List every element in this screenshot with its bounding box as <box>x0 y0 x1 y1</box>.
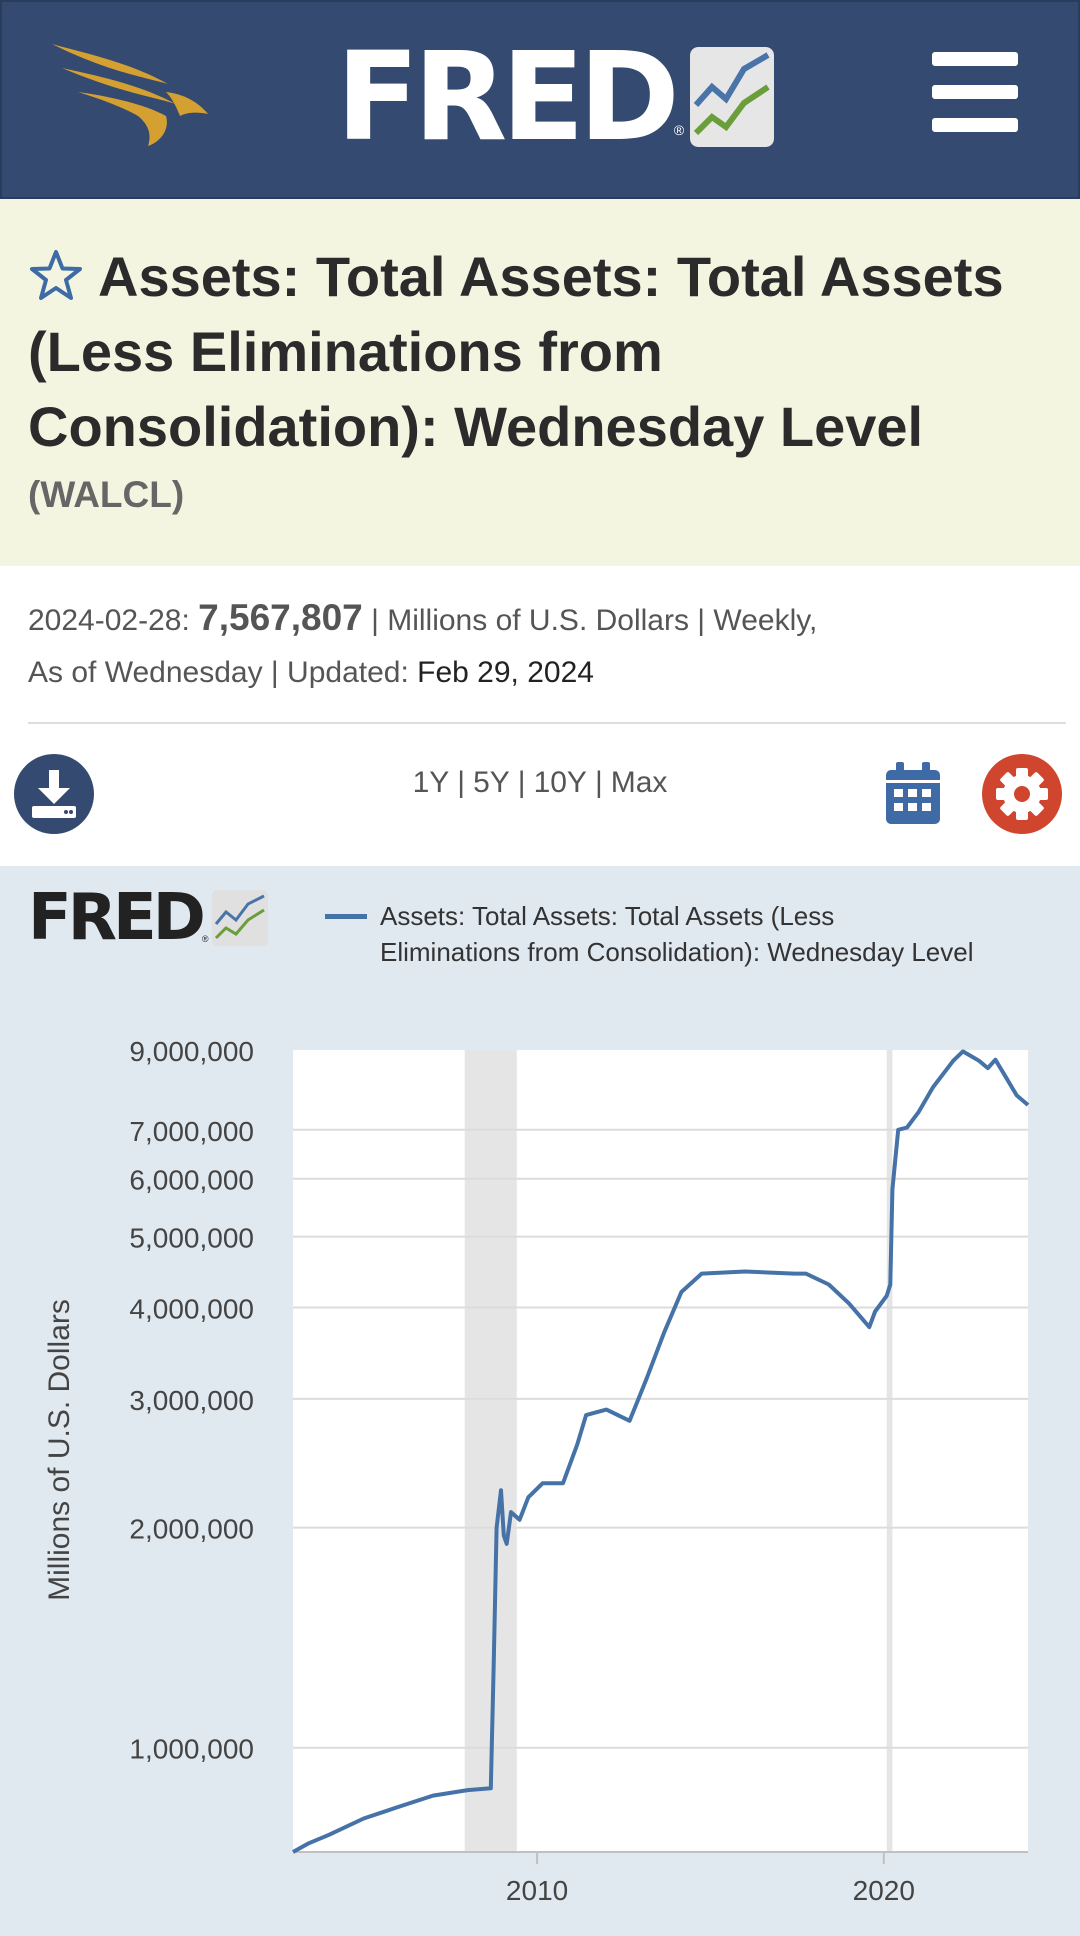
hamburger-menu-icon[interactable] <box>932 52 1018 132</box>
x-tick-label: 2020 <box>853 1875 915 1906</box>
chart-panel: FRED ® Assets: Total Assets: Total Asset… <box>0 866 1080 1936</box>
series-units: | Millions of U.S. Dollars | Weekly, <box>371 604 818 637</box>
menu-bar-1 <box>932 52 1018 66</box>
fred-chart-logo-icon <box>690 47 775 147</box>
series-meta: 2024-02-28: 7,567,807 | Millions of U.S.… <box>28 592 1068 699</box>
divider <box>28 722 1066 724</box>
site-header: FRED ® <box>0 0 1080 199</box>
eagle-logo-icon[interactable] <box>48 42 218 152</box>
calendar-icon[interactable] <box>884 762 942 826</box>
legend-swatch <box>325 914 367 919</box>
y-axis-label: Millions of U.S. Dollars <box>43 1299 76 1601</box>
series-line <box>292 1049 1030 1854</box>
y-tick-label: 2,000,000 <box>129 1514 254 1545</box>
recession-band <box>886 1050 893 1852</box>
chart-logo-reg: ® <box>201 934 209 944</box>
fred-logo-text: FRED <box>336 26 680 168</box>
chart-toolbar: 1Y | 5Y | 10Y | Max <box>0 726 1080 866</box>
chart-logo-text: FRED <box>28 881 206 955</box>
menu-bar-3 <box>932 118 1018 132</box>
y-tick-label: 9,000,000 <box>129 1036 254 1067</box>
chart-fred-logo: FRED ® <box>28 881 269 955</box>
range-max[interactable]: Max <box>610 766 668 799</box>
range-5y[interactable]: 5Y <box>473 766 510 799</box>
series-frequency: As of Wednesday | Updated: <box>28 656 409 689</box>
legend-label[interactable]: Assets: Total Assets: Total Assets (Less… <box>380 901 974 967</box>
gear-icon[interactable] <box>982 754 1062 834</box>
y-tick-label: 7,000,000 <box>129 1116 254 1147</box>
x-tick-label: 2010 <box>506 1875 568 1906</box>
observation-value: 7,567,807 <box>198 597 363 638</box>
y-tick-label: 1,000,000 <box>129 1734 254 1765</box>
range-separator: | <box>457 766 466 799</box>
date-range-selector: 1Y | 5Y | 10Y | Max <box>0 766 1080 800</box>
chart-logo-icon <box>212 890 269 946</box>
y-tick-label: 4,000,000 <box>129 1293 254 1324</box>
y-tick-label: 3,000,000 <box>129 1385 254 1416</box>
series-title-block: Assets: Total Assets: Total Assets (Less… <box>0 199 1080 566</box>
registered-mark: ® <box>673 122 685 138</box>
y-tick-label: 5,000,000 <box>129 1223 254 1254</box>
range-separator: | <box>594 766 603 799</box>
observation-date: 2024-02-28: <box>28 604 190 637</box>
star-icon[interactable] <box>28 248 84 304</box>
menu-bar-2 <box>932 85 1018 99</box>
page-title: Assets: Total Assets: Total Assets (Less… <box>28 239 1052 464</box>
series-id: (WALCL) <box>28 474 185 515</box>
line-chart[interactable]: 1,000,000 2,000,000 3,000,000 4,000,000 5,00… <box>0 866 1080 1936</box>
range-10y[interactable]: 10Y <box>533 766 587 799</box>
updated-date: Feb 29, 2024 <box>417 656 594 689</box>
plot-area <box>293 1050 1028 1852</box>
range-separator: | <box>517 766 526 799</box>
download-icon[interactable] <box>14 754 94 834</box>
fred-logo[interactable]: FRED ® <box>336 26 775 168</box>
range-1y[interactable]: 1Y <box>412 766 450 799</box>
y-tick-label: 6,000,000 <box>129 1165 254 1196</box>
series-title: Assets: Total Assets: Total Assets (Less… <box>28 245 1004 458</box>
